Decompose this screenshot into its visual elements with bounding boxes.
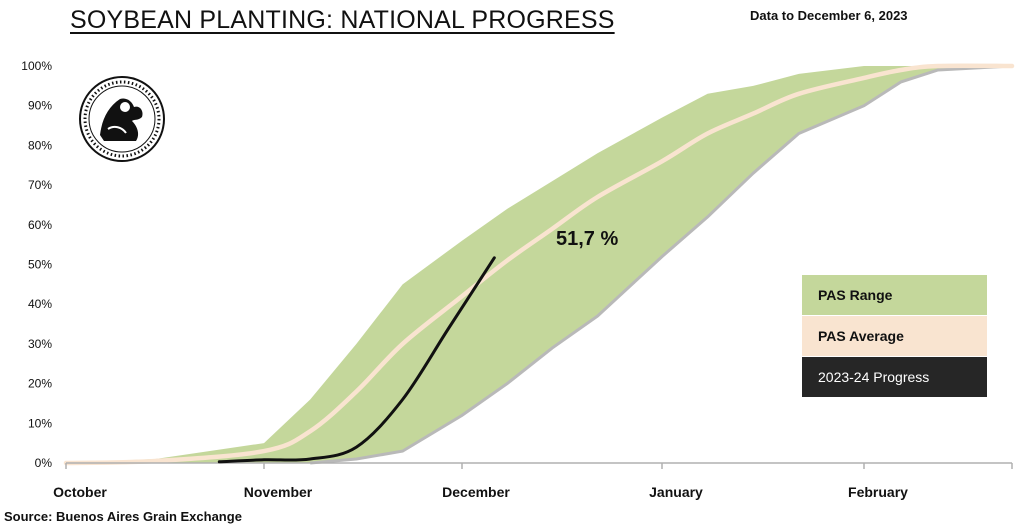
x-axis: October November December January February bbox=[53, 463, 1013, 500]
progress-annotation: 51,7 % bbox=[556, 228, 618, 250]
y-tick-label: 50% bbox=[28, 258, 52, 272]
legend-item-average: PAS Average bbox=[802, 316, 987, 356]
pas-average-line bbox=[63, 63, 1015, 466]
x-tick-label: January bbox=[649, 484, 703, 500]
y-tick-label: 0% bbox=[35, 456, 53, 470]
legend-item-progress: 2023-24 Progress bbox=[802, 357, 987, 397]
y-tick-label: 90% bbox=[28, 99, 52, 113]
y-tick-label: 60% bbox=[28, 218, 52, 232]
pas-range-lower-edge bbox=[310, 64, 1013, 465]
y-tick-label: 100% bbox=[21, 59, 52, 73]
source-note: Source: Buenos Aires Grain Exchange bbox=[4, 509, 242, 524]
progress-2023-24-line bbox=[217, 256, 496, 464]
chart-subtitle: Data to December 6, 2023 bbox=[750, 8, 908, 23]
x-tick-label: February bbox=[848, 484, 908, 500]
y-tick-label: 70% bbox=[28, 178, 52, 192]
y-tick-label: 30% bbox=[28, 337, 52, 351]
legend-label: PAS Average bbox=[818, 328, 904, 344]
grain-exchange-seal-logo bbox=[79, 76, 165, 162]
pas-range-band bbox=[66, 66, 1012, 463]
y-tick-label: 20% bbox=[28, 377, 52, 391]
x-tick-label: November bbox=[244, 484, 313, 500]
x-tick-label: December bbox=[442, 484, 510, 500]
y-tick-label: 40% bbox=[28, 297, 52, 311]
legend-item-range: PAS Range bbox=[802, 275, 987, 315]
legend-label: 2023-24 Progress bbox=[818, 369, 930, 385]
y-tick-label: 80% bbox=[28, 138, 52, 152]
y-tick-label: 10% bbox=[28, 416, 52, 430]
y-axis: 0% 10% 20% 30% 40% 50% 60% 70% 80% 90% 100% bbox=[21, 59, 52, 470]
x-tick-label: October bbox=[53, 484, 107, 500]
legend-label: PAS Range bbox=[818, 287, 893, 303]
chart-title: SOYBEAN PLANTING: NATIONAL PROGRESS bbox=[70, 6, 615, 34]
